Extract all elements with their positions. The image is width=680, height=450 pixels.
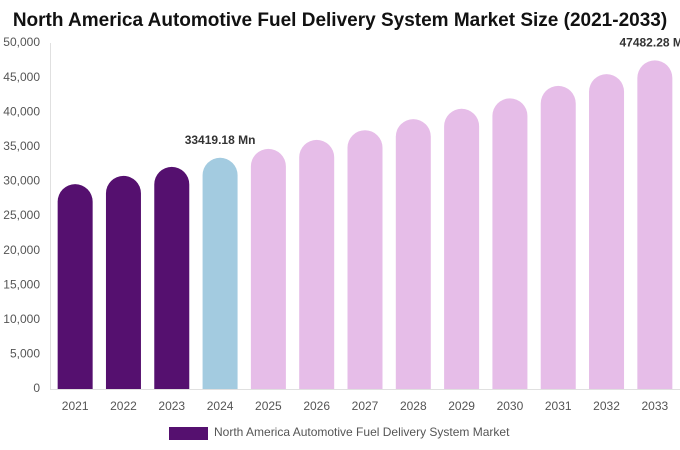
y-tick-label: 30,000: [3, 174, 40, 188]
x-tick-label: 2021: [62, 399, 89, 413]
legend-label: North America Automotive Fuel Delivery S…: [214, 425, 510, 439]
x-tick-label: 2032: [593, 399, 620, 413]
y-tick-label: 15,000: [3, 277, 40, 291]
bar: [347, 130, 383, 389]
x-tick-label: 2026: [303, 399, 330, 413]
bar: [202, 157, 238, 389]
bar: [154, 166, 190, 389]
x-tick-label: 2023: [158, 399, 185, 413]
x-tick-label: 2029: [448, 399, 475, 413]
x-tick-label: 2027: [352, 399, 379, 413]
chart-title: North America Automotive Fuel Delivery S…: [13, 10, 667, 31]
y-tick-label: 5,000: [10, 347, 40, 361]
y-tick-label: 35,000: [3, 139, 40, 153]
bar: [589, 74, 625, 389]
x-tick-label: 2024: [207, 399, 234, 413]
bar: [444, 108, 480, 390]
data-label: 33419.18 Mn: [185, 133, 256, 147]
x-tick-label: 2030: [497, 399, 524, 413]
x-tick-label: 2022: [110, 399, 137, 413]
bar: [395, 119, 431, 390]
bar: [57, 184, 93, 389]
y-tick-label: 0: [33, 381, 40, 395]
bar: [105, 175, 141, 389]
y-tick-label: 20,000: [3, 243, 40, 257]
bar: [492, 98, 528, 389]
y-tick-label: 40,000: [3, 104, 40, 118]
x-tick-label: 2028: [400, 399, 427, 413]
y-tick-label: 25,000: [3, 208, 40, 222]
y-tick-label: 10,000: [3, 312, 40, 326]
x-tick-label: 2025: [255, 399, 282, 413]
y-tick-label: 45,000: [3, 70, 40, 84]
bar: [637, 60, 673, 390]
x-tick-label: 2033: [641, 399, 668, 413]
legend-swatch: [169, 427, 208, 440]
bar: [540, 85, 576, 390]
x-tick-label: 2031: [545, 399, 572, 413]
bar: [250, 148, 286, 389]
bar: [299, 139, 335, 389]
data-label: 47482.28 Mn: [619, 36, 680, 50]
y-tick-label: 50,000: [3, 35, 40, 49]
